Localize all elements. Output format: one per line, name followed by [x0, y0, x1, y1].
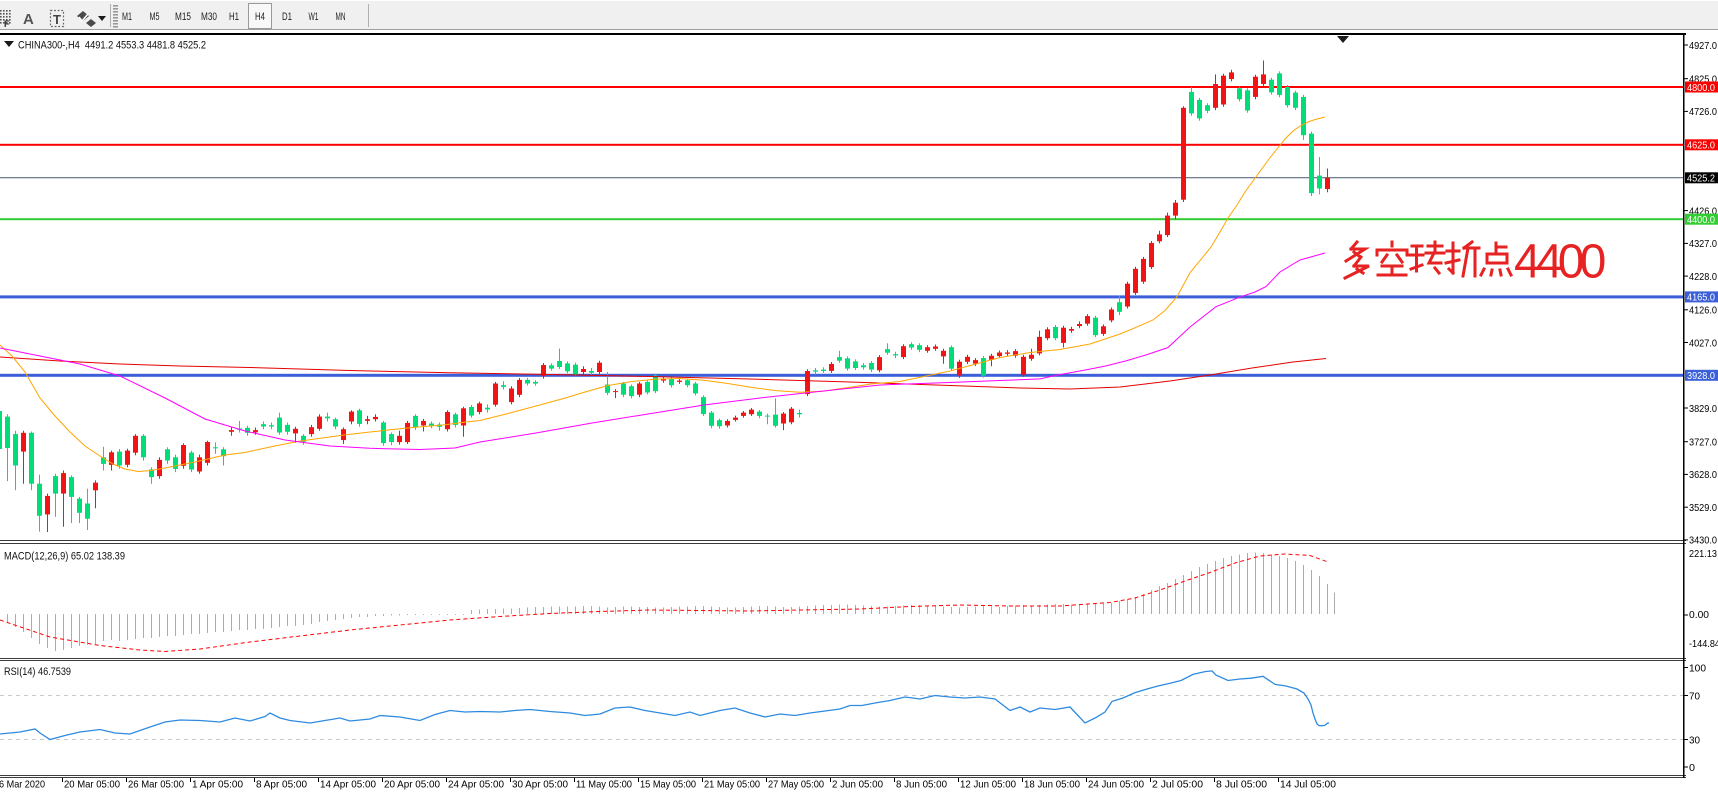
svg-text:D1: D1 [282, 11, 292, 23]
svg-text:24 Jun 05:00: 24 Jun 05:00 [1088, 780, 1144, 791]
svg-text:F: F [4, 19, 10, 29]
svg-text:MN: MN [336, 11, 346, 23]
svg-text:M1: M1 [122, 11, 132, 23]
svg-text:3727.0: 3727.0 [1689, 438, 1717, 449]
svg-text:221.13: 221.13 [1689, 549, 1717, 560]
svg-text:14 Jul 05:00: 14 Jul 05:00 [1280, 780, 1336, 791]
svg-text:2 Jun 05:00: 2 Jun 05:00 [832, 780, 883, 791]
svg-text:4927.0: 4927.0 [1689, 41, 1717, 52]
svg-text:4825.0: 4825.0 [1689, 75, 1717, 86]
svg-text:20 Apr 05:00: 20 Apr 05:00 [384, 780, 440, 791]
svg-text:H4: H4 [255, 11, 265, 23]
svg-text:RSI(14) 46.7539: RSI(14) 46.7539 [4, 666, 71, 678]
svg-text:4625.0: 4625.0 [1687, 141, 1715, 152]
svg-text:30: 30 [1689, 735, 1700, 746]
svg-text:8 Jun 05:00: 8 Jun 05:00 [896, 780, 947, 791]
svg-text:4426.0: 4426.0 [1689, 206, 1717, 217]
svg-text:3430.0: 3430.0 [1689, 536, 1717, 547]
svg-text:26 Mar 05:00: 26 Mar 05:00 [128, 780, 184, 791]
svg-text:A: A [23, 11, 34, 28]
svg-text:4327.0: 4327.0 [1689, 239, 1717, 250]
svg-text:8 Apr 05:00: 8 Apr 05:00 [256, 780, 307, 791]
svg-text:11 May 05:00: 11 May 05:00 [576, 780, 632, 791]
svg-text:4126.0: 4126.0 [1689, 306, 1717, 317]
svg-text:4228.0: 4228.0 [1689, 272, 1717, 283]
svg-text:4400: 4400 [1514, 236, 1605, 289]
svg-text:14 Apr 05:00: 14 Apr 05:00 [320, 780, 376, 791]
svg-text:21 May 05:00: 21 May 05:00 [704, 780, 760, 791]
svg-text:4027.0: 4027.0 [1689, 338, 1717, 349]
svg-text:CHINA300-,H4 4491.2 4553.3 44: CHINA300-,H4 4491.2 4553.3 4481.8 4525.2 [18, 40, 206, 52]
svg-text:W1: W1 [309, 11, 319, 23]
svg-text:2 Jul 05:00: 2 Jul 05:00 [1152, 780, 1203, 791]
svg-text:1 Apr 05:00: 1 Apr 05:00 [192, 780, 243, 791]
svg-text:3928.0: 3928.0 [1687, 371, 1715, 382]
svg-text:3628.0: 3628.0 [1689, 470, 1717, 481]
svg-text:27 May 05:00: 27 May 05:00 [768, 780, 824, 791]
svg-text:4400.0: 4400.0 [1687, 215, 1715, 226]
svg-text:8 Jul 05:00: 8 Jul 05:00 [1216, 780, 1267, 791]
svg-text:3829.0: 3829.0 [1689, 404, 1717, 415]
svg-text:H1: H1 [229, 11, 239, 23]
svg-text:15 May 05:00: 15 May 05:00 [640, 780, 696, 791]
svg-text:-144.84: -144.84 [1689, 639, 1718, 650]
svg-text:16 Mar 2020: 16 Mar 2020 [0, 780, 45, 791]
svg-text:24 Apr 05:00: 24 Apr 05:00 [448, 780, 504, 791]
svg-text:20 Mar 05:00: 20 Mar 05:00 [64, 780, 120, 791]
svg-text:MACD(12,26,9) 65.02 138.39: MACD(12,26,9) 65.02 138.39 [4, 551, 125, 563]
svg-text:100: 100 [1689, 663, 1706, 674]
svg-text:T: T [53, 12, 61, 27]
svg-text:12 Jun 05:00: 12 Jun 05:00 [960, 780, 1016, 791]
svg-text:3529.0: 3529.0 [1689, 503, 1717, 514]
svg-text:18 Jun 05:00: 18 Jun 05:00 [1024, 780, 1080, 791]
svg-text:M30: M30 [201, 11, 217, 23]
svg-text:M15: M15 [175, 11, 191, 23]
svg-text:M5: M5 [150, 11, 160, 23]
svg-text:70: 70 [1689, 691, 1700, 702]
svg-text:4800.0: 4800.0 [1687, 83, 1715, 94]
svg-text:4525.2: 4525.2 [1687, 174, 1715, 185]
svg-text:30 Apr 05:00: 30 Apr 05:00 [512, 780, 568, 791]
svg-text:0: 0 [1689, 763, 1695, 774]
svg-text:4165.0: 4165.0 [1687, 293, 1715, 304]
svg-text:0.00: 0.00 [1689, 610, 1709, 621]
svg-text:4726.0: 4726.0 [1689, 107, 1717, 118]
